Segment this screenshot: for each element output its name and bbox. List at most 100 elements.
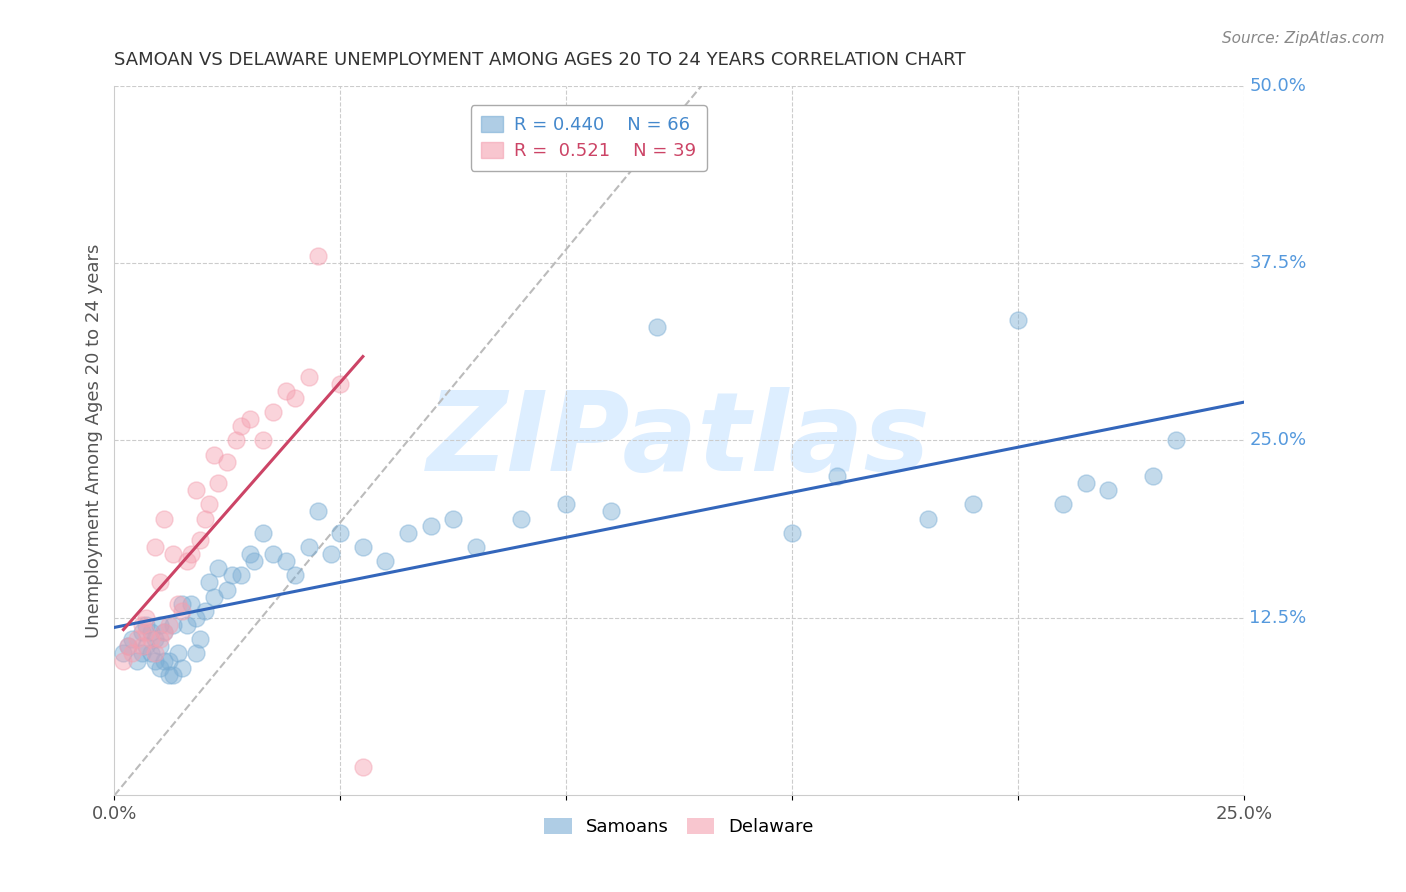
Point — [1142, 469, 1164, 483]
Point — [252, 434, 274, 448]
Point — [188, 632, 211, 647]
Text: SAMOAN VS DELAWARE UNEMPLOYMENT AMONG AGES 20 TO 24 YEARS CORRELATION CHART: SAMOAN VS DELAWARE UNEMPLOYMENT AMONG AG… — [114, 51, 966, 69]
Point — [1097, 483, 1119, 497]
Point — [1052, 497, 1074, 511]
Point — [194, 604, 217, 618]
Point — [262, 405, 284, 419]
Point — [1164, 434, 1187, 448]
Point — [374, 554, 396, 568]
Point — [198, 497, 221, 511]
Point — [207, 476, 229, 491]
Text: 12.5%: 12.5% — [1250, 609, 1306, 627]
Point — [510, 511, 533, 525]
Point — [239, 412, 262, 426]
Point — [131, 647, 153, 661]
Point — [176, 618, 198, 632]
Point — [188, 533, 211, 547]
Point — [217, 582, 239, 597]
Point — [229, 568, 252, 582]
Point — [149, 632, 172, 647]
Point — [125, 632, 148, 647]
Point — [221, 568, 243, 582]
Point — [117, 640, 139, 654]
Legend: Samoans, Delaware: Samoans, Delaware — [537, 811, 821, 843]
Point — [329, 376, 352, 391]
Point — [464, 540, 486, 554]
Point — [121, 647, 143, 661]
Text: Source: ZipAtlas.com: Source: ZipAtlas.com — [1222, 31, 1385, 46]
Point — [198, 575, 221, 590]
Point — [157, 653, 180, 667]
Point — [162, 547, 184, 561]
Point — [229, 419, 252, 434]
Point — [419, 518, 441, 533]
Point — [131, 640, 153, 654]
Point — [143, 653, 166, 667]
Point — [202, 448, 225, 462]
Point — [396, 525, 419, 540]
Point — [307, 504, 329, 518]
Point — [284, 568, 307, 582]
Point — [352, 540, 374, 554]
Point — [172, 604, 194, 618]
Point — [329, 525, 352, 540]
Text: 25.0%: 25.0% — [1250, 432, 1306, 450]
Point — [162, 618, 184, 632]
Point — [352, 760, 374, 774]
Point — [135, 618, 157, 632]
Point — [149, 660, 172, 674]
Point — [149, 640, 172, 654]
Point — [1007, 312, 1029, 326]
Point — [321, 547, 343, 561]
Point — [1074, 476, 1097, 491]
Point — [162, 667, 184, 681]
Point — [153, 653, 176, 667]
Point — [166, 597, 188, 611]
Y-axis label: Unemployment Among Ages 20 to 24 years: Unemployment Among Ages 20 to 24 years — [86, 244, 103, 638]
Point — [143, 632, 166, 647]
Point — [172, 597, 194, 611]
Point — [149, 618, 172, 632]
Point — [194, 511, 217, 525]
Point — [780, 525, 803, 540]
Point — [207, 561, 229, 575]
Point — [917, 511, 939, 525]
Point — [143, 647, 166, 661]
Point — [153, 625, 176, 640]
Point — [184, 611, 207, 625]
Point — [202, 590, 225, 604]
Point — [274, 554, 297, 568]
Point — [274, 384, 297, 398]
Point — [172, 660, 194, 674]
Point — [143, 540, 166, 554]
Point — [135, 625, 157, 640]
Point — [176, 554, 198, 568]
Point — [262, 547, 284, 561]
Point — [184, 483, 207, 497]
Point — [555, 497, 578, 511]
Point — [121, 632, 143, 647]
Point — [157, 667, 180, 681]
Point — [112, 653, 135, 667]
Point — [117, 640, 139, 654]
Point — [153, 511, 176, 525]
Point — [645, 319, 668, 334]
Point — [284, 391, 307, 405]
Point — [600, 504, 623, 518]
Text: 37.5%: 37.5% — [1250, 254, 1306, 272]
Point — [825, 469, 848, 483]
Point — [180, 547, 202, 561]
Point — [157, 618, 180, 632]
Point — [307, 249, 329, 263]
Point — [125, 653, 148, 667]
Point — [131, 625, 153, 640]
Point — [298, 369, 321, 384]
Point — [139, 647, 162, 661]
Text: 50.0%: 50.0% — [1250, 77, 1306, 95]
Point — [131, 618, 153, 632]
Point — [139, 625, 162, 640]
Point — [217, 455, 239, 469]
Point — [239, 547, 262, 561]
Point — [225, 434, 247, 448]
Point — [252, 525, 274, 540]
